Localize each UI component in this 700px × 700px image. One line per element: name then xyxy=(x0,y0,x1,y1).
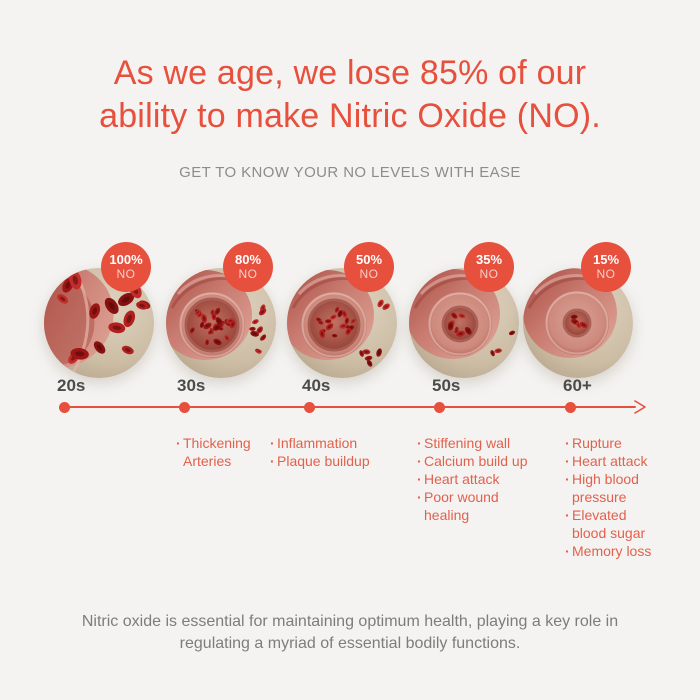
symptom-item: Rupture xyxy=(565,434,662,452)
timeline-arrow-icon xyxy=(634,400,646,414)
age-label-30s: 30s xyxy=(177,376,206,395)
no-level-badge-60s: 15% NO xyxy=(581,242,631,292)
footer-text: Nitric oxide is essential for maintainin… xyxy=(81,613,619,652)
symptom-item: Calcium build up xyxy=(417,452,541,470)
symptom-item: Poor wound healing xyxy=(417,488,541,524)
no-label: NO xyxy=(479,266,499,281)
artery-image-60s xyxy=(523,268,633,378)
symptom-list-40s: InflammationPlaque buildup xyxy=(270,434,382,470)
no-level-badge-50s: 35% NO xyxy=(464,242,514,292)
symptom-list-60s: RuptureHeart attackHigh blood pressureEl… xyxy=(565,434,662,560)
no-percent: 100% xyxy=(109,251,143,267)
no-percent: 15% xyxy=(592,251,620,267)
page-subtitle: GET TO KNOW YOUR NO LEVELS WITH EASE xyxy=(179,164,521,181)
no-label: NO xyxy=(116,266,136,281)
no-level-badge-20s: 100% NO xyxy=(101,242,151,292)
symptom-list-50s: Stiffening wallCalcium build upHeart att… xyxy=(417,434,541,524)
age-label-60s: 60+ xyxy=(563,376,592,395)
age-label-40s: 40s xyxy=(302,376,331,395)
symptom-item: Plaque buildup xyxy=(270,452,382,470)
page-title-line1: As we age, we lose 85% of our xyxy=(113,54,587,92)
age-label-50s: 50s xyxy=(432,376,461,395)
no-label: NO xyxy=(596,266,616,281)
artery-image-30s xyxy=(166,268,276,378)
no-level-badge-30s: 80% NO xyxy=(223,242,273,292)
symptom-item: Heart attack xyxy=(565,452,662,470)
page-title: As we age, we lose 85% of our ability to… xyxy=(0,52,700,138)
symptom-item: Inflammation xyxy=(270,434,382,452)
timeline-dot xyxy=(434,402,445,413)
artery-image-20s xyxy=(44,268,154,378)
symptom-item: Heart attack xyxy=(417,470,541,488)
no-level-badge-40s: 50% NO xyxy=(344,242,394,292)
timeline-dot xyxy=(179,402,190,413)
symptom-list-30s: Thickening Arteries xyxy=(176,434,260,470)
no-percent: 80% xyxy=(234,251,262,267)
timeline-dot xyxy=(304,402,315,413)
age-label-20s: 20s xyxy=(57,376,86,395)
symptom-item: High blood pressure xyxy=(565,470,662,506)
timeline-dot xyxy=(59,402,70,413)
symptom-item: Stiffening wall xyxy=(417,434,541,452)
symptom-item: Elevated blood sugar xyxy=(565,506,662,542)
no-label: NO xyxy=(238,266,258,281)
artery-image-50s xyxy=(409,268,519,378)
no-percent: 35% xyxy=(475,251,503,267)
timeline-line xyxy=(64,406,636,408)
page-title-line2: ability to make Nitric Oxide (NO). xyxy=(99,97,601,135)
artery-image-40s xyxy=(287,268,397,378)
symptom-item: Thickening Arteries xyxy=(176,434,260,470)
symptom-item: Memory loss xyxy=(565,542,662,560)
no-label: NO xyxy=(359,266,379,281)
no-percent: 50% xyxy=(355,251,383,267)
timeline-dot xyxy=(565,402,576,413)
